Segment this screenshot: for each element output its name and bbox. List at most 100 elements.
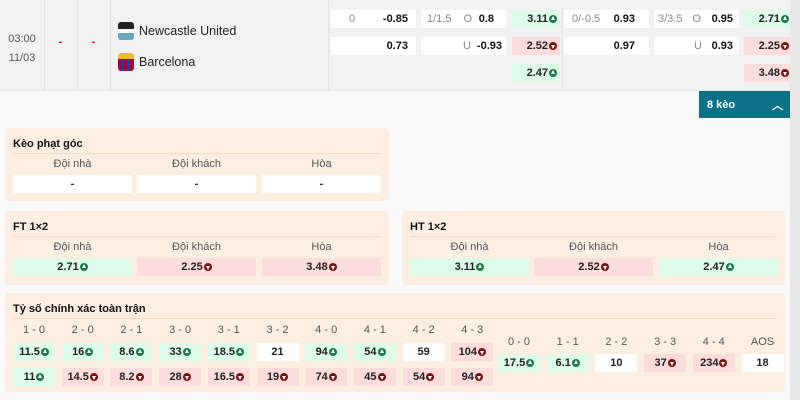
column-label: 1 - 0 [22, 324, 45, 336]
odd-value: 3.11 [527, 13, 548, 25]
column-label: Đội khách [569, 241, 618, 253]
corner-panel: Kèo phạt góc Đội nhà - Đội khách - Hòa - [5, 128, 389, 201]
ft-handicap-away[interactable]: 0.73 [331, 37, 416, 55]
score-odd-away[interactable]: 74 [305, 368, 348, 386]
home-team[interactable]: Newcastle United [118, 22, 236, 40]
odd-value: 6.1 [555, 357, 571, 369]
score-odd-home[interactable]: 59 [402, 343, 445, 361]
handicap-line: 0 [349, 13, 356, 25]
ft-1x2-odd[interactable]: 3.48 [744, 64, 792, 82]
odd-value: 17.5 [503, 357, 526, 369]
score-odd-away[interactable]: 45 [353, 368, 396, 386]
score-odd-home[interactable]: 18.5 [207, 343, 250, 361]
arrow-up-icon [79, 263, 88, 271]
score-odd-draw[interactable]: 37 [644, 354, 687, 372]
odd-value: 21 [271, 346, 284, 358]
odd-value: 2.47 [526, 67, 548, 79]
score-odd-home[interactable]: 16 [61, 343, 104, 361]
odd-value: 54 [364, 346, 377, 358]
score-odd-away[interactable]: 14.5 [61, 368, 104, 386]
arrow-down-icon [236, 373, 244, 381]
column-label: Đội khách [172, 158, 221, 170]
chevron-up-icon: ︿ [772, 99, 783, 112]
column-label: 4 - 3 [461, 324, 484, 336]
column-label: Hòa [311, 158, 332, 170]
arrow-up-icon [526, 359, 535, 367]
score-odd-draw[interactable]: 6.1 [546, 354, 589, 372]
column-label: 4 - 0 [315, 324, 338, 336]
odd-value: 59 [417, 346, 430, 358]
column-label: 3 - 2 [266, 324, 289, 336]
more-odds-button[interactable]: 8 kèo ︿ [699, 91, 795, 118]
score-odd-draw[interactable]: 18 [741, 354, 784, 372]
column-label: Hòa [708, 241, 729, 253]
arrow-down-icon [474, 373, 483, 381]
arrow-up-icon [236, 348, 244, 356]
score-odd-home[interactable]: 11.5 [13, 343, 55, 361]
column-label: 2 - 2 [605, 336, 628, 348]
divider [328, 0, 329, 91]
home-team-name: Newcastle United [139, 24, 237, 38]
ht-1x2-odd[interactable]: 2.52 [512, 37, 560, 55]
ht-under[interactable]: U 0.93 [654, 37, 739, 55]
odd-value: 28 [169, 371, 182, 383]
score-odd-away[interactable]: 19 [256, 368, 299, 386]
ft-odd-2[interactable]: 3.48 [262, 258, 381, 276]
score-odd-home[interactable]: 8.6 [110, 343, 153, 361]
odd-value: 10 [610, 357, 623, 369]
score-odd-home[interactable]: 33 [159, 343, 202, 361]
arrow-up-icon [725, 263, 734, 271]
ft-1x2-odd[interactable]: 2.25 [744, 37, 792, 55]
score-odd-home[interactable]: 104 [451, 343, 494, 361]
score-odd-away[interactable]: 16.5 [207, 368, 250, 386]
score-odd-away[interactable]: 54 [402, 368, 445, 386]
score-odd-draw[interactable]: 234 [692, 354, 735, 372]
ht-handicap-home[interactable]: 0/-0.5 0.93 [564, 10, 649, 28]
score-odd-away[interactable]: 11 [13, 368, 55, 386]
corner-odd-1[interactable]: - [137, 175, 256, 193]
odd-value: 234 [700, 357, 719, 369]
odd-value: 14.5 [67, 371, 89, 383]
ft-1x2-odd[interactable]: 2.71 [744, 10, 792, 28]
column-label: Đội nhà [53, 241, 92, 253]
score-odd-draw[interactable]: 10 [595, 354, 638, 372]
arrow-down-icon [600, 263, 609, 271]
ht-odd-1[interactable]: 2.52 [534, 258, 653, 276]
panel-title: FT 1×2 [13, 221, 49, 233]
arrow-down-icon [89, 373, 98, 381]
ft-odd-0[interactable]: 2.71 [13, 258, 132, 276]
ft-handicap-home[interactable]: 0 -0.85 [331, 10, 416, 28]
score-odd-home[interactable]: 94 [305, 343, 348, 361]
score-odd-away[interactable]: 94 [451, 368, 494, 386]
odd-value: -0.93 [476, 40, 502, 52]
scrollbar[interactable] [790, 0, 800, 400]
odd-value: 2.71 [57, 261, 79, 273]
arrow-down-icon [781, 69, 789, 77]
arrow-down-icon [426, 373, 435, 381]
score-odd-home[interactable]: 54 [353, 343, 396, 361]
score-odd-draw[interactable]: 17.5 [498, 354, 540, 372]
ht-1x2-odd[interactable]: 2.47 [512, 64, 560, 82]
arrow-down-icon [182, 373, 191, 381]
odd-value: 0.73 [386, 40, 408, 52]
odd-value: 94 [315, 346, 328, 358]
corner-odd-2[interactable]: - [262, 175, 381, 193]
ft-over[interactable]: 1/1.5 O 0.8 [421, 10, 506, 28]
arrow-down-icon [203, 263, 212, 271]
ht-handicap-away[interactable]: 0.97 [564, 37, 649, 55]
ht-1x2-odd[interactable]: 3.11 [512, 10, 560, 28]
divider [562, 6, 563, 86]
away-team[interactable]: Barcelona [118, 53, 195, 71]
divider [410, 236, 777, 237]
score-odd-home[interactable]: 21 [256, 343, 299, 361]
corner-odd-0[interactable]: - [13, 175, 132, 193]
ft-odd-1[interactable]: 2.25 [137, 258, 256, 276]
score-odd-away[interactable]: 28 [159, 368, 202, 386]
ft-under[interactable]: U -0.93 [421, 37, 506, 55]
score-odd-away[interactable]: 8.2 [110, 368, 153, 386]
column-label: Hòa [311, 241, 332, 253]
ht-over[interactable]: 3/3.5 O 0.95 [654, 10, 739, 28]
ht-odd-0[interactable]: 3.11 [410, 258, 529, 276]
newcastle-crest-icon [118, 22, 134, 40]
ht-odd-2[interactable]: 2.47 [659, 258, 778, 276]
